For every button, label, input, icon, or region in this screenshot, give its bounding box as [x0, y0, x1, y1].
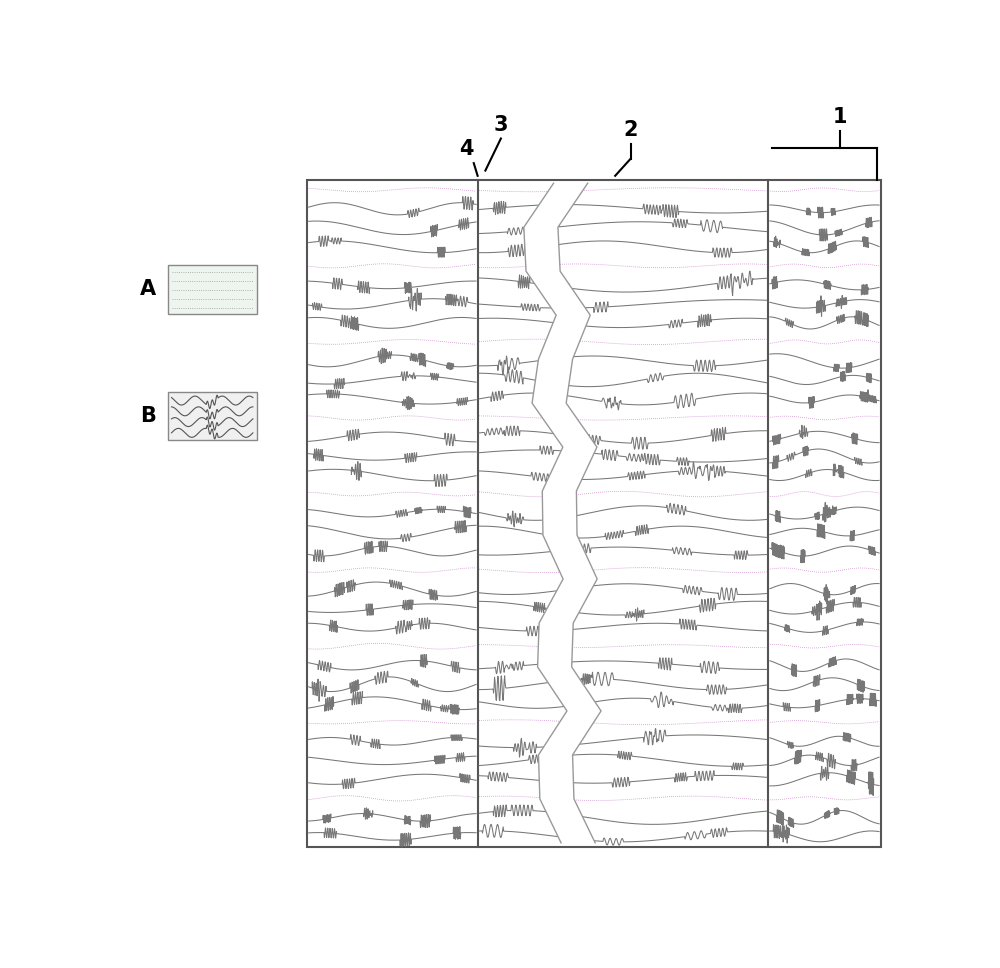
Text: B: B	[140, 407, 156, 426]
Text: A: A	[140, 280, 156, 299]
Polygon shape	[524, 183, 601, 843]
Text: 4: 4	[459, 139, 473, 160]
Text: 2: 2	[623, 120, 638, 140]
Bar	[307, 179, 881, 847]
Bar	[168, 392, 257, 440]
Text: 1: 1	[833, 107, 847, 128]
Text: 3: 3	[494, 115, 508, 135]
Bar	[168, 265, 257, 314]
